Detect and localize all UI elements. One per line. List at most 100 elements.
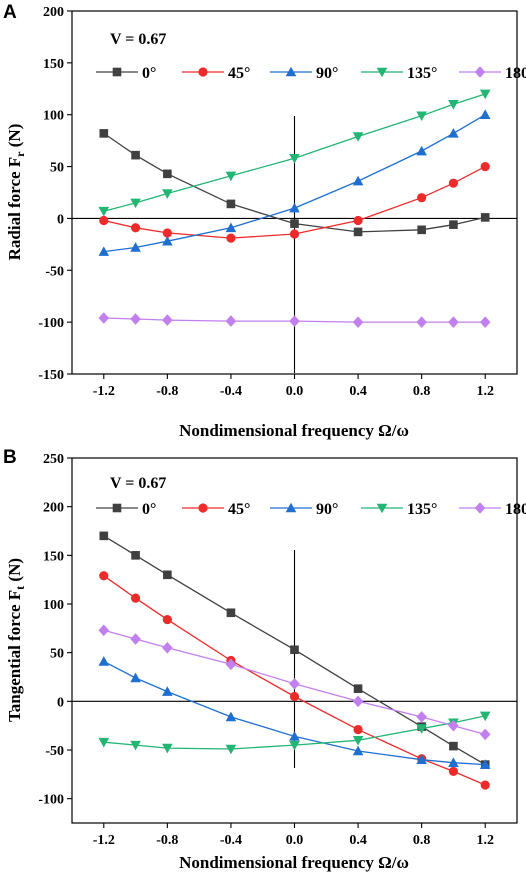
panel-a-data-point xyxy=(448,316,459,328)
panel-a-data-point xyxy=(448,178,459,188)
panel-a-y-axis-title: Radial force Fr (N) xyxy=(5,124,27,261)
panel-a-data-point xyxy=(162,314,173,326)
panel-a-data-point xyxy=(480,213,490,222)
panel-b-data-point xyxy=(416,711,427,723)
panel-a-data-point xyxy=(417,193,427,203)
panel-a-data-point xyxy=(98,312,110,324)
panel-a-y-tick-label: 200 xyxy=(43,5,64,20)
panel-b-x-tick-label: -1.2 xyxy=(93,833,115,848)
panel-b-y-tick-label: 200 xyxy=(43,501,64,516)
panel-b-data-point xyxy=(352,745,364,756)
panel-a-data-point xyxy=(131,150,140,160)
panel-b-legend-marker xyxy=(285,502,297,513)
panel-a-x-tick-label: 0.0 xyxy=(286,384,304,399)
panel-a-series-2 xyxy=(98,109,491,256)
panel-b-legend-label: 180° xyxy=(505,501,526,518)
panel-b-legend-label: 0° xyxy=(142,501,156,518)
panel-b-data-point xyxy=(353,724,363,735)
panel-a-data-point xyxy=(130,198,141,209)
panel-a-legend-label: 90° xyxy=(316,65,338,82)
panel-a-data-point xyxy=(226,199,236,209)
panel-a-y-tick-label: 50 xyxy=(50,161,64,176)
panel-b-x-tick-label: 0.8 xyxy=(413,833,431,848)
panel-a-data-point xyxy=(289,153,300,164)
panel-a-legend-marker xyxy=(198,67,208,77)
panel-a-series xyxy=(98,89,491,328)
panel-b-tangential-force-chart: B V = 0.67 0° 45° 90° 135° 180° -1.2 -0.8 -0.4… xyxy=(3,447,526,872)
panel-a-axes: -1.2 -0.8 -0.4 0.0 0.4 0.8 1.2 -150 -100 -50 0 50 10… xyxy=(38,5,517,399)
panel-a-legend-label: 0° xyxy=(142,65,156,82)
panel-b-data-point xyxy=(130,633,141,645)
panel-b-data-point xyxy=(98,624,110,637)
panel-b-legend-label: 90° xyxy=(316,501,338,518)
panel-b-y-tick-label: 100 xyxy=(43,598,64,613)
panel-a-data-point xyxy=(162,235,173,246)
panel-a-annotation: V = 0.67 xyxy=(110,31,166,48)
panel-a-data-point xyxy=(130,223,141,233)
panel-b-x-tick-label: -0.4 xyxy=(220,833,242,848)
panel-a-data-point xyxy=(226,233,236,243)
panel-b-data-point xyxy=(225,711,237,722)
panel-b-data-point xyxy=(162,743,173,754)
panel-b-data-point xyxy=(290,645,299,655)
panel-a-x-tick-label: -0.8 xyxy=(156,384,178,399)
panel-b-data-point xyxy=(130,593,141,603)
panel-a-data-point xyxy=(480,161,490,172)
panel-b-y-axis-title: Tangential force Ft (N) xyxy=(5,558,27,722)
panel-b-data-point xyxy=(479,711,491,722)
panel-b-data-point xyxy=(289,731,300,741)
panel-b-letter: B xyxy=(3,447,17,468)
panel-a-data-point xyxy=(99,215,109,226)
panel-b-data-point xyxy=(352,735,364,746)
panel-b-legend-marker xyxy=(112,503,122,513)
panel-a-data-point xyxy=(352,175,364,186)
panel-b-y-tick-label: -100 xyxy=(38,793,64,808)
panel-a-data-point xyxy=(479,89,491,100)
panel-a-letter: A xyxy=(3,2,17,23)
panel-b-data-point xyxy=(226,608,236,618)
panel-a-y-tick-label: 150 xyxy=(43,57,64,72)
panel-a-data-point xyxy=(416,111,427,122)
panel-b-data-point xyxy=(448,766,459,777)
panel-a-legend-marker xyxy=(112,67,122,77)
panel-a-legend-label: 135° xyxy=(407,65,437,82)
panel-a-data-point xyxy=(130,242,141,252)
panel-b-data-point xyxy=(130,672,141,683)
panel-b-data-point xyxy=(98,656,110,666)
panel-a-data-point xyxy=(352,132,364,142)
panel-b-data-point xyxy=(130,740,141,751)
panel-a-y-tick-label: 0 xyxy=(57,212,64,227)
panel-a-data-point xyxy=(352,316,364,328)
panel-b-data-point xyxy=(162,642,173,654)
panel-b-data-point xyxy=(449,741,458,751)
panel-a-data-point xyxy=(98,206,110,217)
panel-b-series-4 xyxy=(98,624,491,741)
panel-a-data-point xyxy=(130,313,141,325)
panel-a-data-point xyxy=(162,228,172,238)
panel-b-data-point xyxy=(225,744,237,755)
panel-a-data-point xyxy=(417,225,426,235)
panel-a-legend: 0° 45° 90° 135° 180° xyxy=(96,65,526,82)
panel-b-data-point xyxy=(163,570,172,580)
panel-a-x-axis-title: Nondimensional frequency Ω/ω xyxy=(179,421,409,440)
panel-b-data-point xyxy=(99,531,109,541)
panel-a-x-tick-label: 0.8 xyxy=(413,384,431,399)
panel-b-legend: 0° 45° 90° 135° 180° xyxy=(96,501,526,518)
panel-b-data-point xyxy=(479,759,491,769)
panel-b-y-tick-label: 150 xyxy=(43,549,64,564)
panel-a-data-point xyxy=(98,246,110,256)
panel-a-y-tick-label: 100 xyxy=(43,109,64,124)
panel-a-data-point xyxy=(289,315,300,327)
panel-b-data-point xyxy=(416,724,427,734)
panel-b-annotation: V = 0.67 xyxy=(110,475,166,492)
panel-a-x-tick-label: 0.4 xyxy=(349,384,367,399)
panel-b-legend-marker xyxy=(376,503,388,514)
panel-b-data-point xyxy=(162,686,173,696)
panel-a-series-0 xyxy=(99,129,490,237)
panel-a-y-tick-label: -150 xyxy=(38,368,64,383)
panel-a-data-point xyxy=(225,171,237,182)
panel-b-data-point xyxy=(162,614,172,625)
panel-b-data-point xyxy=(225,658,237,671)
panel-a-series-4 xyxy=(98,312,491,328)
